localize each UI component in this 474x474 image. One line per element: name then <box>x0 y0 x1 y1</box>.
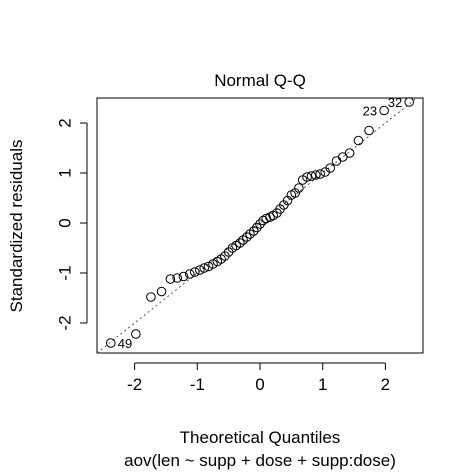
x-tick-label: 1 <box>318 375 327 394</box>
data-point <box>306 171 317 181</box>
data-point <box>379 105 389 116</box>
data-point <box>131 329 141 339</box>
data-point <box>178 271 189 282</box>
y-tick-label: 0 <box>56 218 75 227</box>
y-tick-label: 1 <box>56 168 75 177</box>
data-point <box>302 172 312 182</box>
data-point <box>290 188 300 198</box>
data-point <box>242 232 252 242</box>
y-tick-label: 2 <box>56 118 75 127</box>
x-tick-label: -1 <box>190 375 205 394</box>
y-axis: -2 -1 0 1 2 <box>56 118 88 331</box>
x-axis: -2 -1 0 1 2 <box>127 362 390 394</box>
data-point <box>248 226 259 236</box>
data-point <box>146 292 156 302</box>
data-point <box>344 148 355 158</box>
data-point <box>353 135 364 146</box>
y-tick-label: -1 <box>56 265 75 280</box>
data-point <box>235 238 245 248</box>
data-point <box>156 286 167 297</box>
data-point <box>105 338 116 348</box>
x-tick-label: 2 <box>381 375 390 394</box>
data-point <box>184 269 195 279</box>
data-point <box>404 97 415 107</box>
data-point <box>199 263 210 273</box>
point-label: 49 <box>118 336 132 351</box>
chart-subtitle: aov(len ~ supp + dose + supp:dose) <box>124 451 396 470</box>
data-points <box>105 97 415 348</box>
x-tick-label: -2 <box>127 375 142 394</box>
reference-line-path <box>96 97 418 354</box>
x-axis-label: Theoretical Quantiles <box>180 428 341 447</box>
data-point <box>294 183 304 193</box>
point-labels: 49 23 32 <box>118 95 402 351</box>
data-point <box>364 125 374 136</box>
data-point <box>325 163 336 173</box>
y-axis-label: Standardized residuals <box>7 140 26 313</box>
point-label: 23 <box>363 104 377 119</box>
point-label: 32 <box>388 95 402 110</box>
reference-line <box>96 97 418 354</box>
data-point <box>331 156 342 166</box>
data-point <box>195 265 205 275</box>
plot-frame <box>96 97 424 354</box>
data-point <box>255 219 265 229</box>
x-tick-label: 0 <box>255 375 264 394</box>
data-point <box>190 267 200 277</box>
data-point <box>252 222 262 233</box>
y-tick-label: -2 <box>56 315 75 330</box>
data-point <box>315 169 325 179</box>
data-point <box>310 170 321 180</box>
data-point <box>172 273 183 283</box>
chart-title: Normal Q-Q <box>214 71 306 90</box>
data-point <box>165 274 176 284</box>
